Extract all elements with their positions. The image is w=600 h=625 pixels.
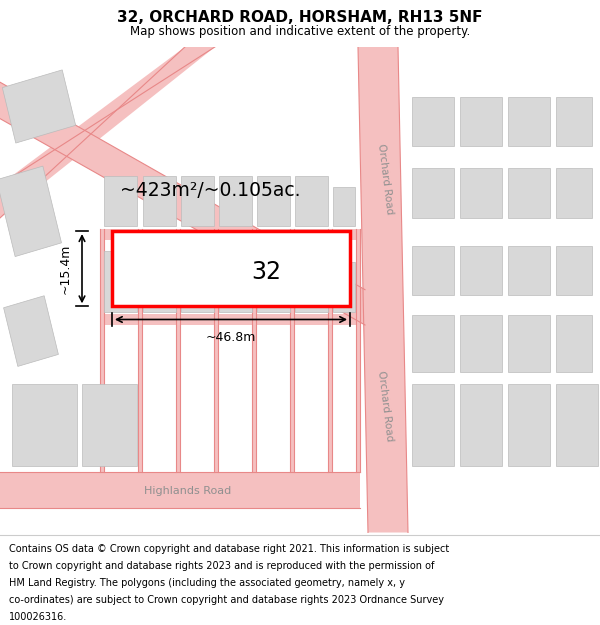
Text: ~46.8m: ~46.8m [206,331,256,344]
Bar [412,168,454,218]
Bar [508,168,550,218]
Bar [181,176,214,226]
Bar [556,96,592,146]
Bar [460,384,502,466]
Text: co-ordinates) are subject to Crown copyright and database rights 2023 Ordnance S: co-ordinates) are subject to Crown copyr… [9,595,444,605]
Text: ~423m²/~0.105ac.: ~423m²/~0.105ac. [120,181,300,200]
Text: 32, ORCHARD ROAD, HORSHAM, RH13 5NF: 32, ORCHARD ROAD, HORSHAM, RH13 5NF [117,10,483,25]
Bar [112,231,350,306]
Bar [104,176,137,226]
Bar [412,315,454,372]
Polygon shape [252,229,256,472]
Text: ~15.4m: ~15.4m [59,244,72,294]
Polygon shape [138,229,142,472]
Text: HM Land Registry. The polygons (including the associated geometry, namely x, y: HM Land Registry. The polygons (includin… [9,578,405,588]
Polygon shape [356,229,360,472]
Text: Orchard Road: Orchard Road [376,369,394,441]
Bar [295,176,328,226]
Polygon shape [214,229,218,472]
Bar [508,246,550,295]
Bar [0,166,61,256]
Bar [412,246,454,295]
Bar [556,168,592,218]
Bar [219,251,252,312]
Bar [556,246,592,295]
Bar [333,187,355,226]
Bar [257,251,290,312]
Bar [508,96,550,146]
Polygon shape [328,229,332,472]
Bar [508,315,550,372]
Polygon shape [358,47,408,532]
Bar [143,176,176,226]
Text: 32: 32 [252,261,282,284]
Polygon shape [290,229,294,472]
Bar [460,96,502,146]
Bar [556,384,598,466]
Bar [412,384,454,466]
Bar [181,251,214,312]
Bar [333,262,355,312]
Polygon shape [176,229,180,472]
Bar [257,176,290,226]
Bar [219,176,252,226]
Text: Map shows position and indicative extent of the property.: Map shows position and indicative extent… [130,26,470,39]
Polygon shape [0,82,365,325]
Text: to Crown copyright and database rights 2023 and is reproduced with the permissio: to Crown copyright and database rights 2… [9,561,434,571]
Bar [556,315,592,372]
Bar [460,315,502,372]
Bar [104,251,137,312]
Text: Contains OS data © Crown copyright and database right 2021. This information is : Contains OS data © Crown copyright and d… [9,544,449,554]
Bar [12,384,77,466]
Polygon shape [0,47,215,218]
Bar [82,384,137,466]
Text: Orchard Road: Orchard Road [376,143,394,215]
Text: 100026316.: 100026316. [9,612,67,622]
Bar [460,168,502,218]
Bar [460,246,502,295]
Bar [143,251,176,312]
Bar [508,384,550,466]
Polygon shape [100,229,360,240]
Polygon shape [0,472,360,508]
Polygon shape [100,314,360,325]
Bar [295,251,328,312]
Polygon shape [100,229,104,472]
Bar [2,70,76,143]
Bar [4,296,58,366]
Bar [412,96,454,146]
Text: Highlands Road: Highlands Road [145,486,232,496]
